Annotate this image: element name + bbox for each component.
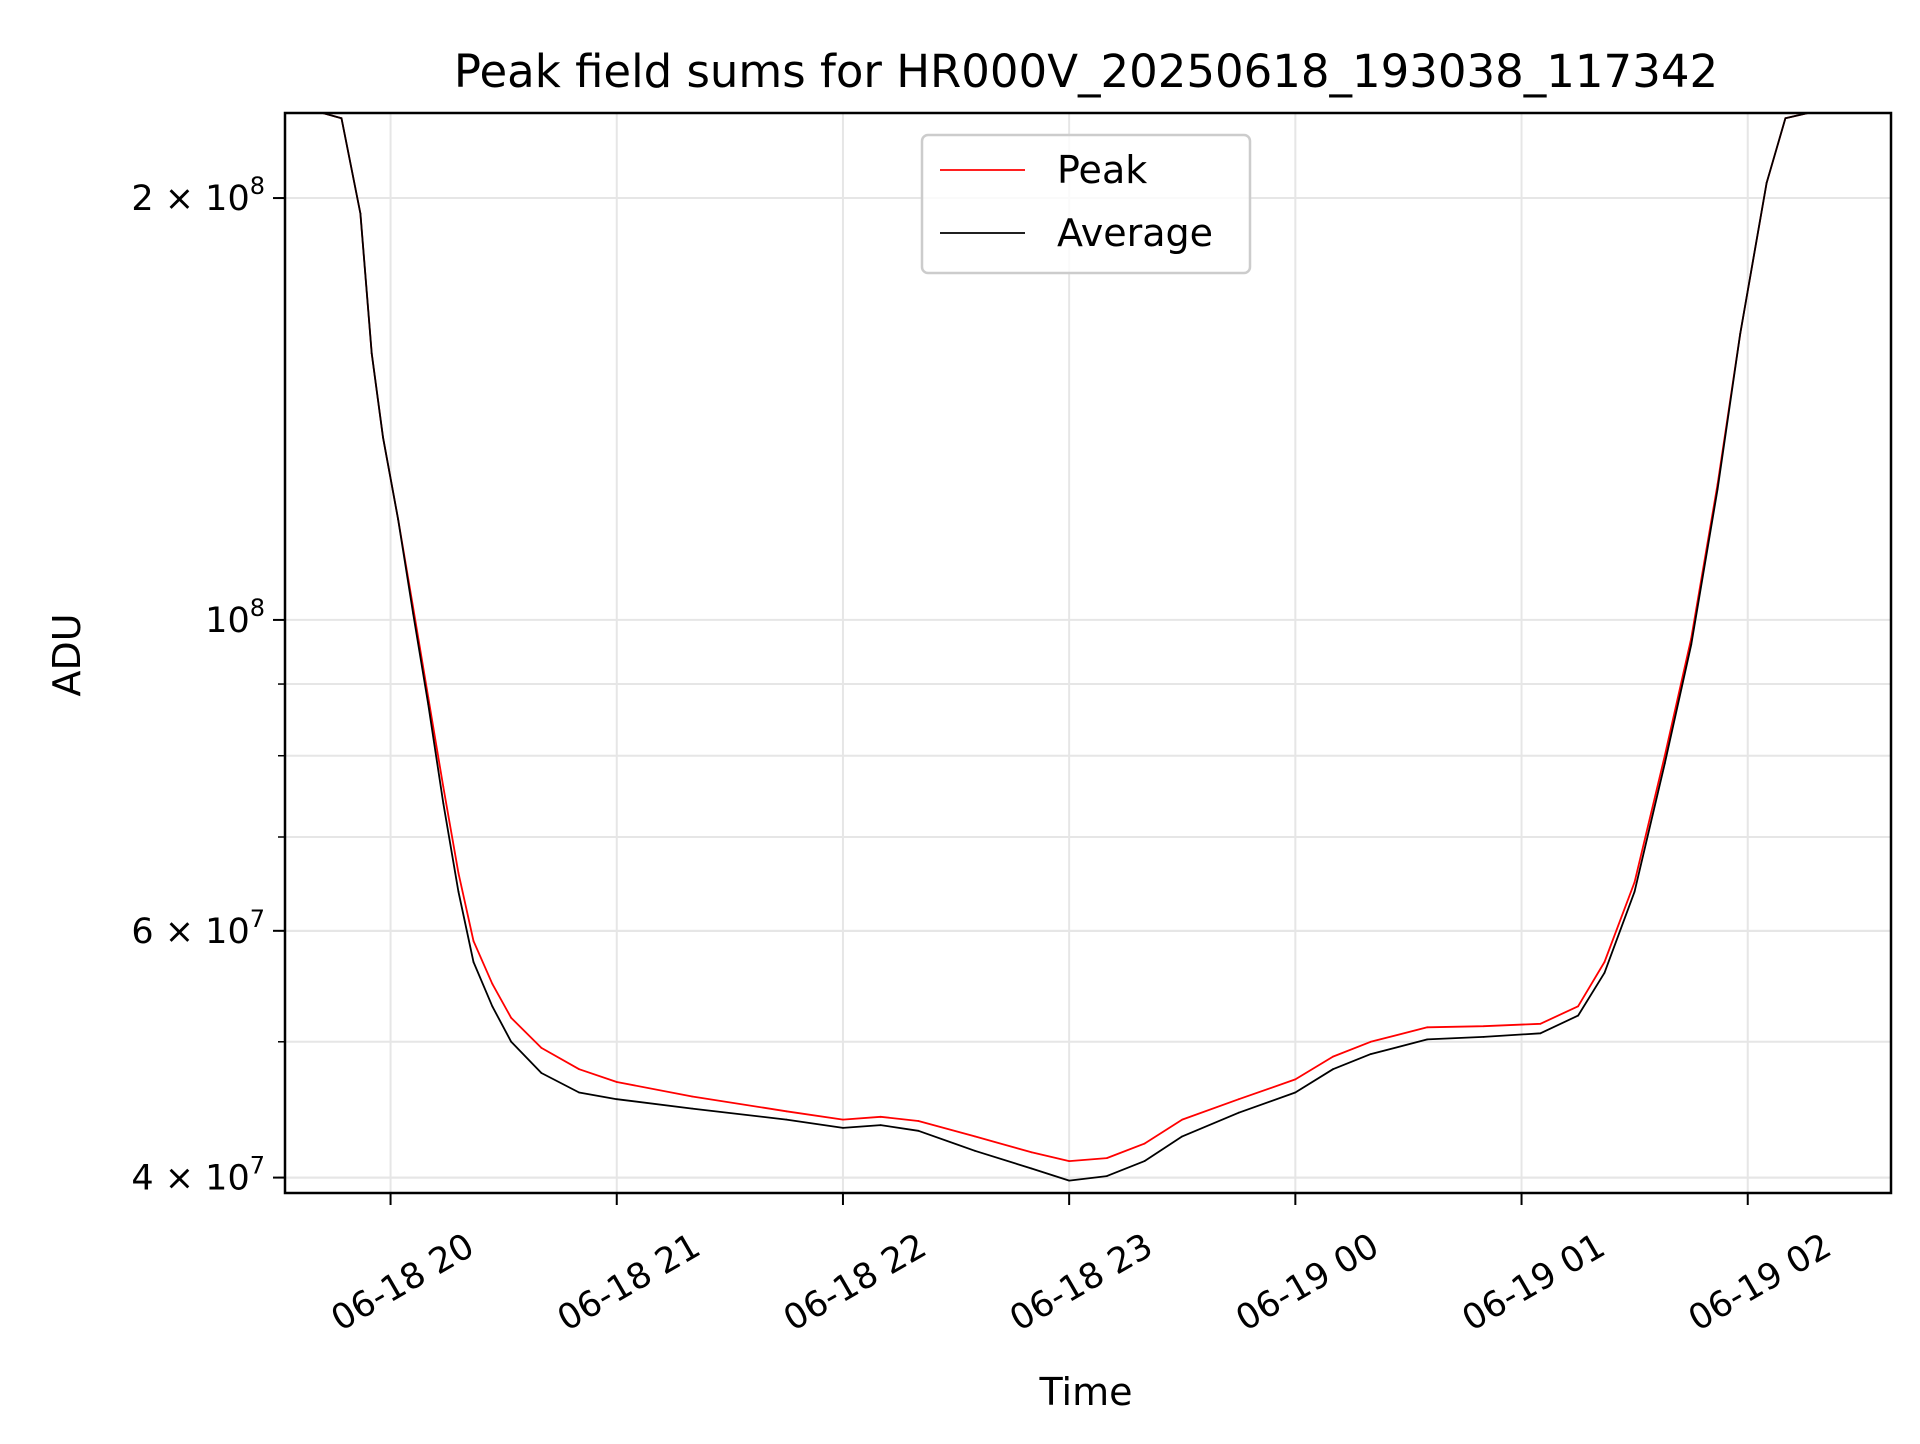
data-point-average (1105, 1175, 1108, 1177)
data-point-average (1765, 182, 1768, 184)
data-point-peak (472, 940, 475, 942)
data-point-average (382, 436, 384, 439)
data-point-average (1577, 1014, 1579, 1017)
data-point-peak (1332, 1055, 1334, 1058)
y-axis-ticks: 4 × 107 6 × 107 108 2 × 108 (131, 172, 285, 1199)
legend-label-peak: Peak (1057, 148, 1147, 192)
chart-title: Peak field sums for HR000V_20250618_1930… (454, 45, 1718, 98)
data-point-peak (917, 1120, 920, 1122)
plot-frame (283, 111, 1893, 1195)
data-point-average (1237, 1111, 1240, 1114)
data-point-average (842, 1127, 844, 1129)
y-tick-label: 6 × 107 (131, 905, 265, 952)
x-axis-label: Time (1039, 1370, 1133, 1414)
data-point-peak (1237, 1098, 1240, 1101)
series-line-peak (322, 113, 1809, 1162)
data-point-average (1030, 1167, 1033, 1170)
data-point-average (1068, 1179, 1071, 1182)
series-lines (321, 113, 1809, 1182)
data-point-average (691, 1107, 694, 1110)
data-point-average (1332, 1068, 1334, 1071)
data-point-peak (1030, 1151, 1033, 1154)
data-point-average (1690, 643, 1693, 646)
y-axis-label: ADU (45, 613, 89, 696)
data-point-average (1181, 1135, 1184, 1138)
y-tick-label: 2 × 108 (131, 172, 265, 219)
data-point-average (1739, 333, 1742, 335)
data-point-average (1784, 117, 1787, 120)
data-point-average (785, 1118, 788, 1121)
data-point-average (472, 961, 475, 963)
data-point-average (974, 1149, 976, 1152)
data-point-average (510, 1040, 513, 1043)
data-point-peak (491, 982, 494, 985)
series-line-average (322, 113, 1809, 1182)
data-point-average (340, 117, 343, 120)
data-point-average (1369, 1053, 1372, 1055)
data-point-average (491, 1005, 494, 1008)
data-point-peak (510, 1017, 513, 1019)
data-point-peak (1143, 1142, 1146, 1145)
data-point-average (1663, 762, 1666, 765)
y-tick-label: 108 (205, 594, 265, 641)
data-point-average (1633, 890, 1636, 893)
data-point-average (359, 212, 362, 215)
legend-label-average: Average (1057, 211, 1213, 255)
data-point-average (1294, 1091, 1297, 1094)
data-point-average (457, 890, 460, 893)
legend: Peak Average (920, 133, 1252, 275)
data-point-peak (1068, 1160, 1071, 1162)
data-point-average (1482, 1036, 1485, 1038)
data-point-average (427, 703, 430, 706)
data-point-peak (1577, 1005, 1579, 1008)
data-point-peak (615, 1081, 618, 1083)
data-point-peak (974, 1135, 976, 1138)
data-point-average (615, 1098, 618, 1101)
data-point-average (917, 1129, 920, 1132)
data-point-peak (1539, 1022, 1542, 1025)
data-point-average (370, 352, 373, 355)
data-point-peak (691, 1095, 694, 1098)
data-point-peak (1294, 1078, 1297, 1081)
data-point-average (1716, 488, 1719, 490)
data-point-average (1603, 971, 1606, 974)
data-point-peak (1369, 1040, 1372, 1043)
data-point-average (1143, 1160, 1146, 1162)
data-point-average (442, 802, 445, 805)
data-point-peak (457, 871, 460, 874)
data-point-average (540, 1072, 543, 1074)
data-point-peak (540, 1047, 543, 1049)
data-point-peak (879, 1115, 882, 1118)
y-tick-label: 4 × 107 (131, 1152, 265, 1199)
data-point-average (578, 1091, 580, 1094)
data-point-peak (1482, 1025, 1485, 1028)
data-point-peak (1181, 1118, 1184, 1121)
data-point-peak (1633, 881, 1636, 883)
data-point-peak (442, 786, 445, 788)
data-point-peak (842, 1118, 844, 1121)
data-point-peak (785, 1110, 788, 1113)
data-point-average (879, 1124, 882, 1126)
data-point-average (412, 613, 415, 615)
data-point-peak (1603, 961, 1606, 963)
data-point-average (1539, 1032, 1542, 1035)
data-point-peak (1426, 1026, 1429, 1029)
data-point-average (397, 518, 399, 521)
data-point-peak (1663, 754, 1666, 757)
data-point-peak (578, 1068, 580, 1071)
data-point-peak (1105, 1157, 1108, 1159)
data-point-average (1426, 1038, 1429, 1041)
